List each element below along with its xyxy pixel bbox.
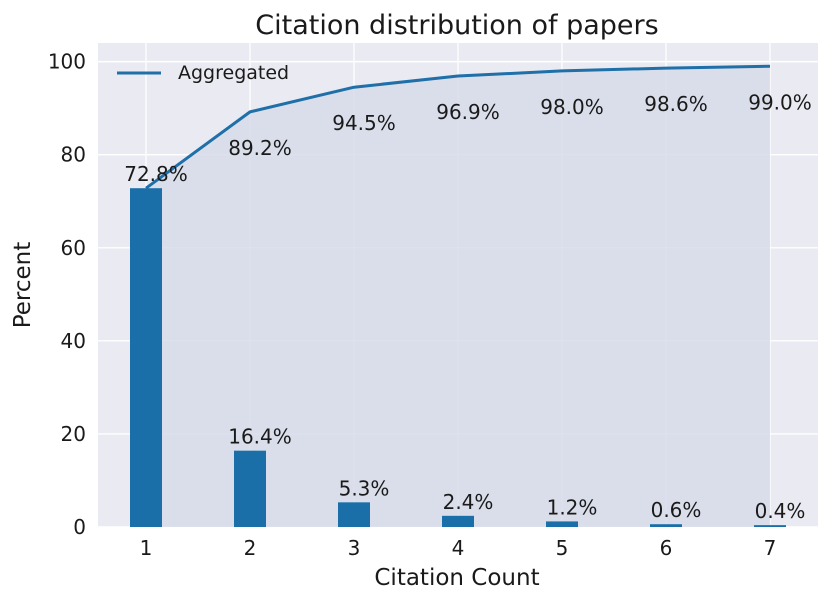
line-label-3: 94.5% (332, 111, 396, 135)
y-tick-20: 20 (61, 422, 86, 446)
y-tick-60: 60 (61, 236, 86, 260)
line-label-7: 99.0% (748, 90, 812, 114)
x-tick-3: 3 (348, 536, 361, 560)
bar-label-3: 5.3% (339, 476, 390, 500)
line-label-5: 98.0% (540, 95, 604, 119)
bar-3 (338, 502, 370, 527)
bar-label-7: 0.4% (755, 499, 806, 523)
bar-7 (754, 525, 786, 527)
bar-1 (130, 188, 162, 527)
x-axis-label: Citation Count (374, 565, 539, 591)
bar-6 (650, 524, 682, 527)
x-tick-6: 6 (660, 536, 673, 560)
y-ticks: 0 20 40 60 80 100 (48, 50, 86, 539)
x-tick-5: 5 (556, 536, 569, 560)
bar-4 (442, 515, 474, 527)
bar-label-5: 1.2% (547, 495, 598, 519)
aggregated-line (145, 64, 771, 190)
bar-labels: 72.8% 16.4% 5.3% 2.4% 1.2% 0.6% 0.4% (124, 162, 805, 523)
bar-label-1: 72.8% (124, 162, 188, 186)
y-tick-80: 80 (61, 143, 86, 167)
y-axis-label: Percent (10, 242, 36, 329)
line-label-2: 89.2% (228, 136, 292, 160)
chart-title: Citation distribution of papers (255, 10, 658, 41)
bar-label-2: 16.4% (228, 425, 292, 449)
y-tick-40: 40 (61, 329, 86, 353)
x-tick-4: 4 (452, 536, 465, 560)
aggregated-area (146, 66, 770, 528)
x-tick-1: 1 (140, 536, 153, 560)
legend-label-aggregated: Aggregated (178, 62, 289, 84)
x-tick-2: 2 (244, 536, 257, 560)
line-label-4: 96.9% (436, 100, 500, 124)
bar-5 (546, 521, 578, 527)
y-tick-0: 0 (73, 515, 86, 539)
line-label-6: 98.6% (644, 92, 708, 116)
x-tick-7: 7 (764, 536, 777, 560)
bars (130, 188, 786, 527)
y-tick-100: 100 (48, 50, 86, 74)
line-labels: 89.2% 94.5% 96.9% 98.0% 98.6% 99.0% (228, 90, 812, 160)
legend: Aggregated (117, 62, 289, 84)
bar-2 (234, 450, 266, 527)
x-ticks: 1 2 3 4 5 6 7 (140, 536, 777, 560)
bar-label-6: 0.6% (651, 498, 702, 522)
bar-label-4: 2.4% (443, 490, 494, 514)
